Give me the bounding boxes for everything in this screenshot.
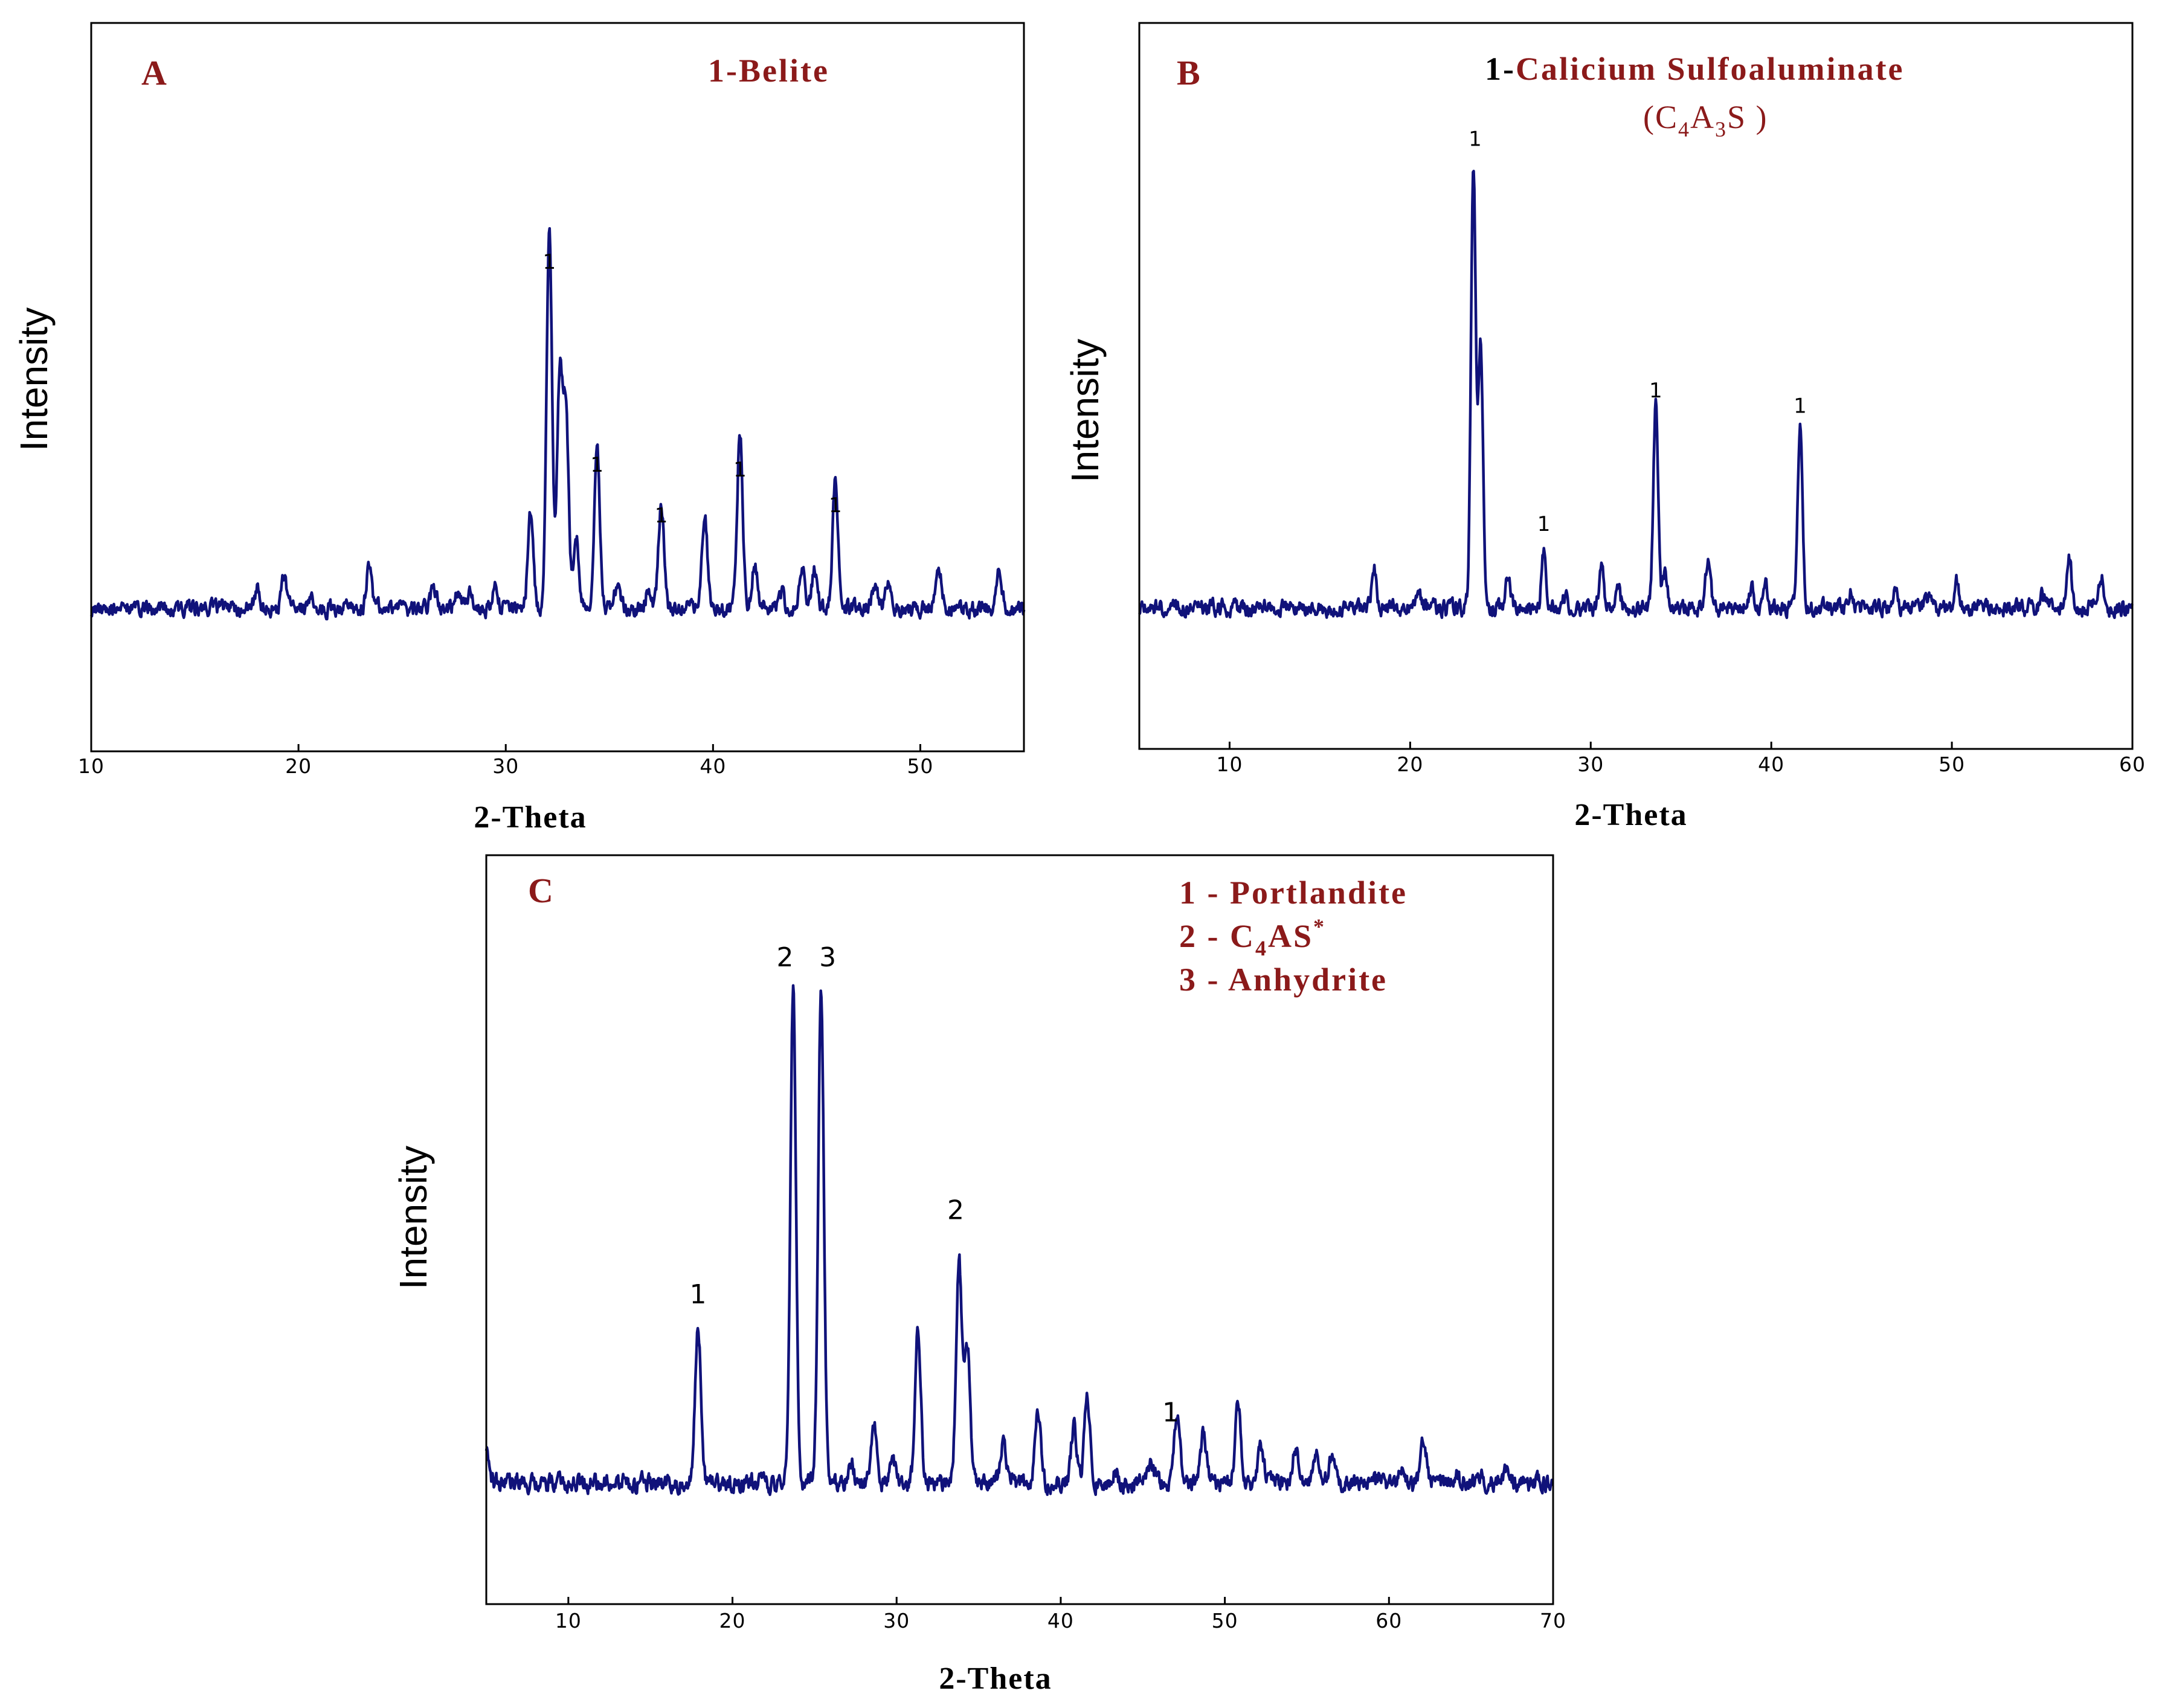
peak-annotation: 1 xyxy=(1469,127,1482,152)
x-tick-label: 20 xyxy=(285,754,312,778)
panel-a-label: A xyxy=(141,53,167,92)
formula-part: (C xyxy=(1643,99,1678,135)
x-tick-label: 10 xyxy=(1216,753,1243,776)
panel-b-plot-frame xyxy=(1138,22,2134,750)
panel-b-legend-formula: (C4A3S ) xyxy=(1643,99,1768,141)
formula-subscript: 3 xyxy=(1715,117,1727,141)
panel-b-label: B xyxy=(1177,53,1200,92)
x-tick-label: 10 xyxy=(78,754,105,778)
formula-superscript: * xyxy=(1313,914,1326,939)
formula-part: AS xyxy=(1268,918,1313,954)
panel-c-diffraction-trace xyxy=(484,984,1554,1497)
peak-annotation: 1 xyxy=(1162,1397,1179,1428)
peak-annotation: 1 xyxy=(542,250,556,274)
panel-b-legend-name: Calicium Sulfoaluminate xyxy=(1516,51,1905,87)
panel-a-legend-belite: 1-Belite xyxy=(708,53,829,89)
x-tick-label: 60 xyxy=(1376,1609,1402,1633)
panel-a-x-axis-label: 2-Theta xyxy=(474,800,587,835)
peak-annotation: 1 xyxy=(689,1279,706,1310)
peak-annotation: 1 xyxy=(829,493,842,518)
panel-c-plot-frame xyxy=(485,854,1554,1605)
panel-c: C 1 - Portlandite 2 - C4AS* 3 - Anhydrit… xyxy=(391,854,1566,1696)
peak-annotation: 1 xyxy=(1537,512,1551,536)
x-tick-label: 40 xyxy=(1047,1609,1074,1633)
svg-text:1-Calicium Sulfoaluminate: 1-Calicium Sulfoaluminate xyxy=(1485,51,1905,87)
formula-part: A xyxy=(1690,99,1715,135)
x-tick-label: 50 xyxy=(1212,1609,1238,1633)
panel-b-y-axis-label: Intensity xyxy=(1063,339,1107,483)
panel-a-y-axis-label: Intensity xyxy=(12,307,56,451)
peak-annotation: 3 xyxy=(819,942,836,973)
panel-b-legend-prefix: 1- xyxy=(1485,51,1516,87)
panel-c-legend-portlandite: 1 - Portlandite xyxy=(1179,875,1408,911)
peak-annotation: 1 xyxy=(733,458,747,482)
x-tick-label: 30 xyxy=(492,754,519,778)
peak-annotation: 2 xyxy=(947,1195,964,1226)
formula-part: 2 - C xyxy=(1179,918,1255,954)
formula-subscript: 4 xyxy=(1678,117,1690,141)
peak-annotation: 1 xyxy=(655,504,668,528)
x-tick-label: 70 xyxy=(1540,1609,1566,1633)
panel-b: B 1-Calicium Sulfoaluminate (C4A3S ) Int… xyxy=(1063,22,2146,832)
panel-a-diffraction-trace xyxy=(90,226,1026,621)
formula-part: S ) xyxy=(1727,99,1768,135)
x-tick-label: 20 xyxy=(719,1609,746,1633)
formula-subscript: 4 xyxy=(1255,936,1268,960)
panel-c-y-axis-label: Intensity xyxy=(391,1146,435,1289)
panel-c-legend-anhydrite: 3 - Anhydrite xyxy=(1179,962,1388,998)
x-tick-label: 50 xyxy=(907,754,933,778)
peak-annotation: 1 xyxy=(1794,394,1807,419)
panel-a-plot-frame xyxy=(90,22,1025,753)
panel-b-x-axis-label: 2-Theta xyxy=(1574,798,1687,832)
panel-a: A 1-Belite Intensity 2-Theta 10 20 30 40 50 … xyxy=(12,22,1026,835)
peak-annotation: 1 xyxy=(1649,379,1662,403)
x-tick-label: 40 xyxy=(1758,753,1784,776)
x-tick-label: 50 xyxy=(1939,753,1965,776)
x-tick-label: 20 xyxy=(1397,753,1423,776)
panel-c-x-axis-label: 2-Theta xyxy=(939,1661,1052,1696)
x-tick-label: 40 xyxy=(700,754,726,778)
x-tick-label: 60 xyxy=(2119,753,2146,776)
x-tick-label: 30 xyxy=(883,1609,910,1633)
peak-annotation: 1 xyxy=(590,453,603,477)
panel-b-diffraction-trace xyxy=(1138,170,2134,620)
panel-c-label: C xyxy=(528,871,553,910)
panel-c-legend-c4as: 2 - C4AS* xyxy=(1179,914,1326,960)
x-tick-label: 10 xyxy=(555,1609,582,1633)
peak-annotation: 2 xyxy=(776,942,793,973)
x-tick-label: 30 xyxy=(1577,753,1604,776)
